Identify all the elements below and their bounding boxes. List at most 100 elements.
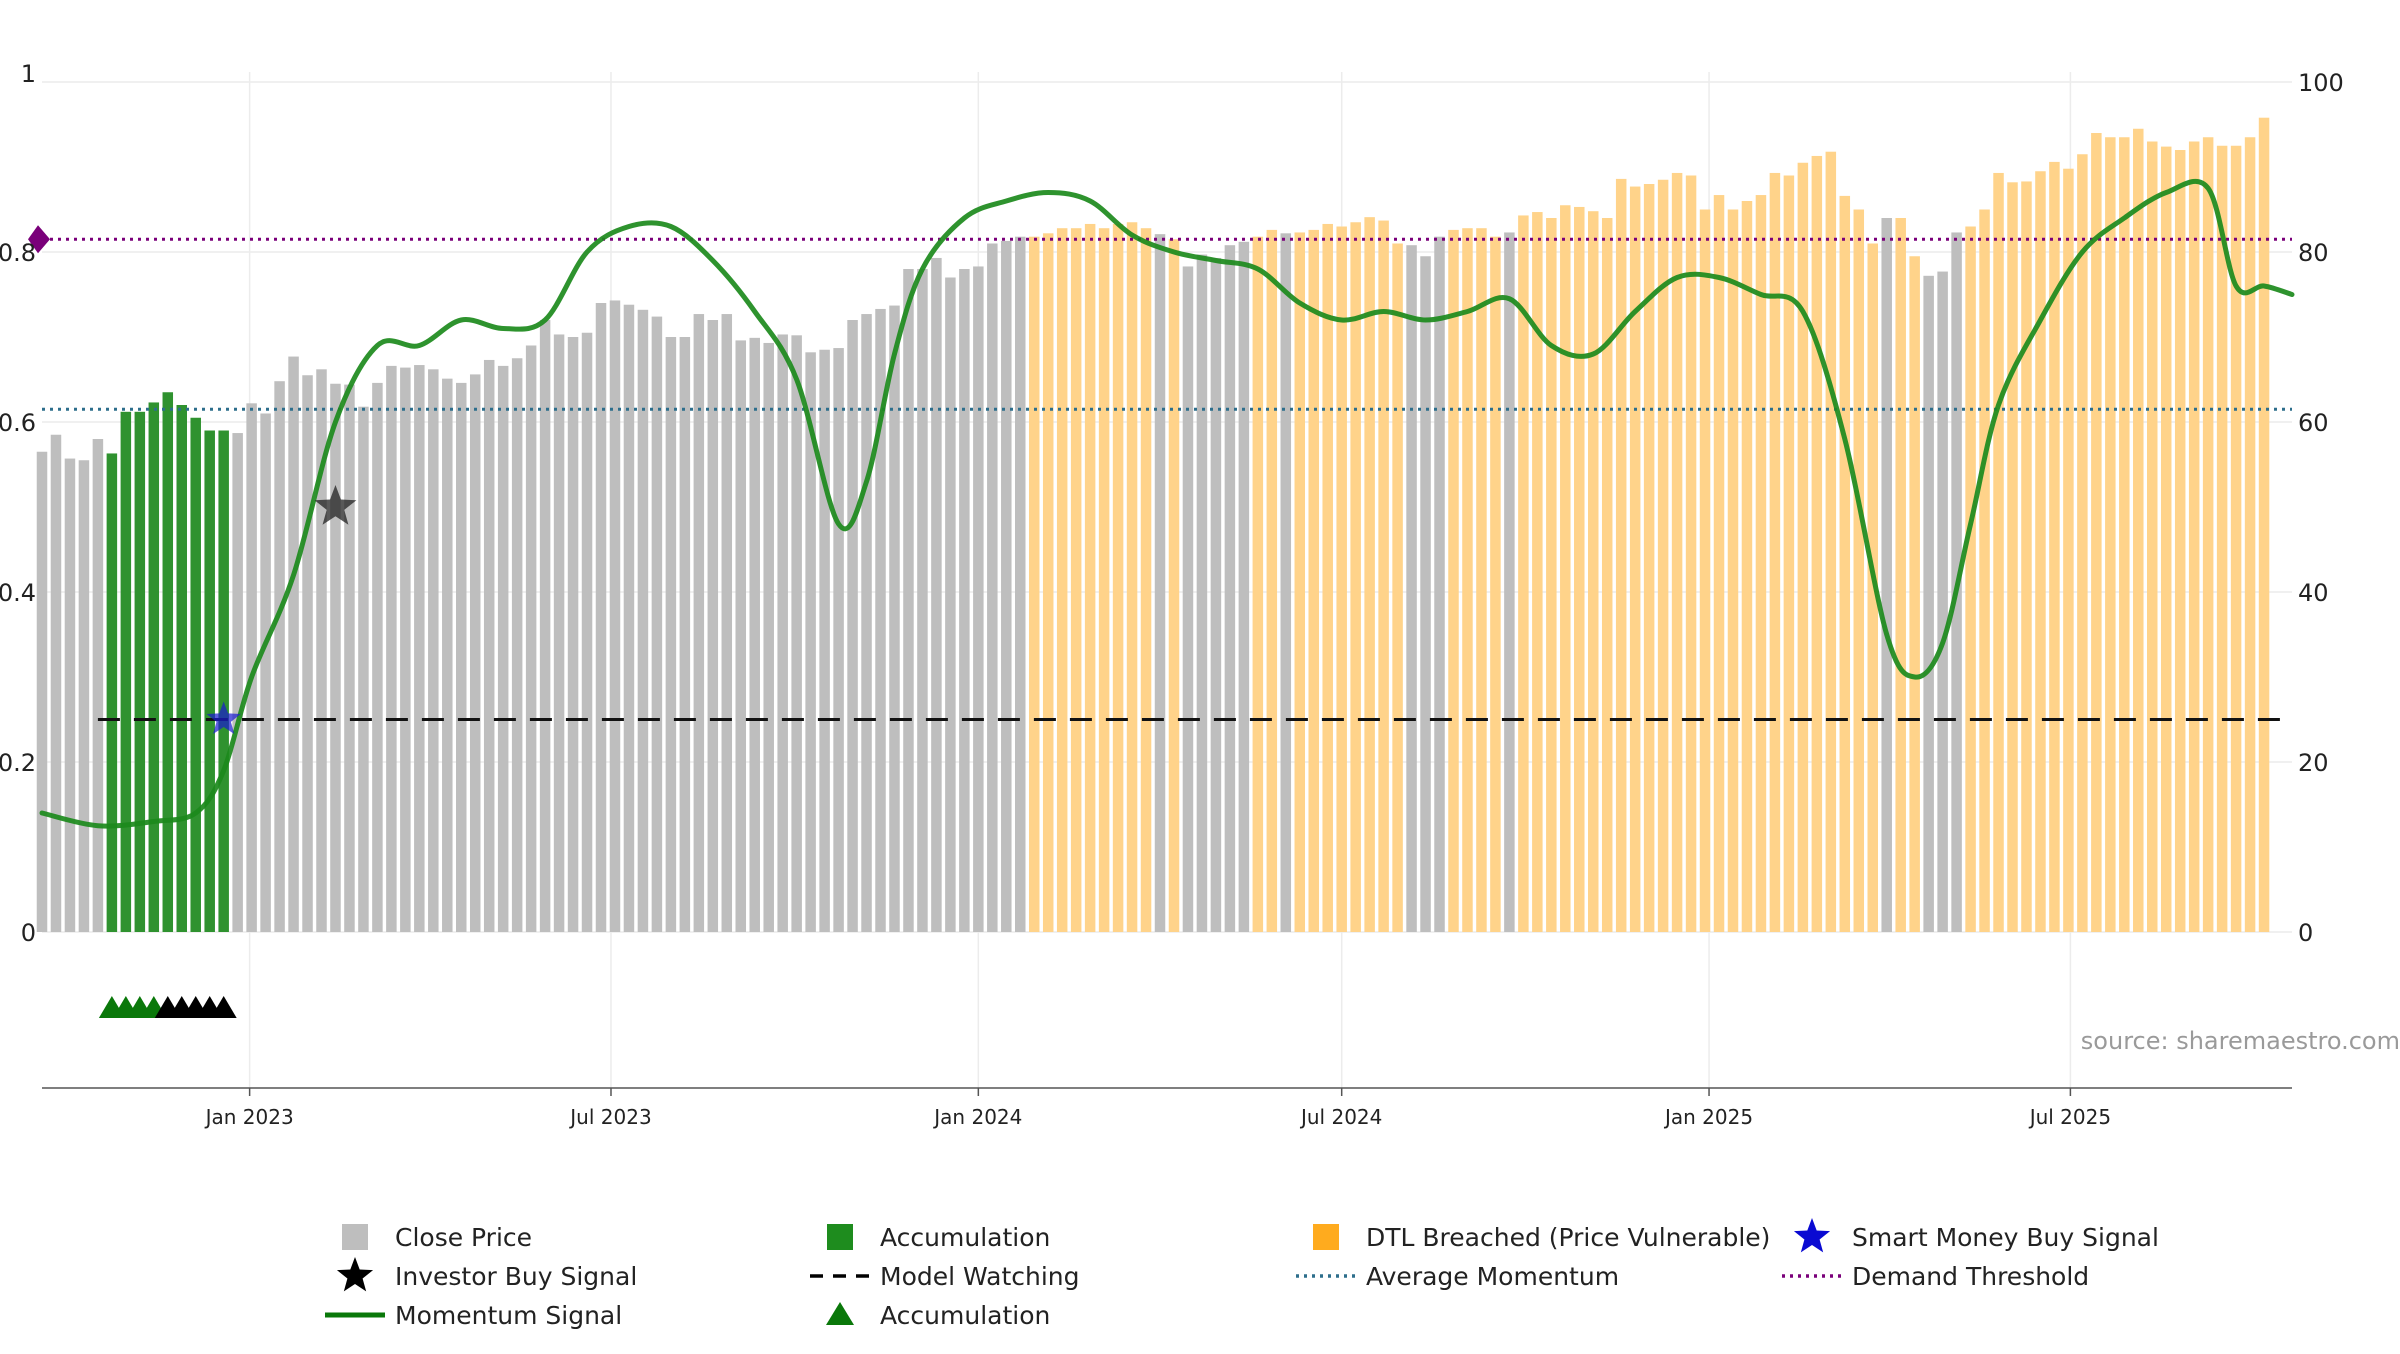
bar-close [861,314,872,932]
bar-dtl [1713,195,1725,933]
bar-accum [148,402,160,932]
bar-accum [204,430,215,932]
bar-dtl [1112,223,1124,932]
bar-close [637,309,649,932]
smart-money-buy-star [206,701,241,735]
reference-lines [28,225,2292,721]
y-left-tick-label: 0 [21,919,36,947]
bar-close [302,375,313,932]
bar-close [469,374,481,932]
bar-close [344,384,355,933]
bar-dtl [2063,168,2074,932]
legend-triangle-icon [826,1302,854,1325]
legend-item: Close Price [342,1223,532,1252]
bar-dtl [1560,205,1571,932]
bar-close [1015,236,1026,932]
bar-close [959,269,970,932]
bar-dtl [1657,179,1669,932]
legend-label: Accumulation [880,1223,1050,1252]
bar-close [288,356,299,932]
bar-dtl [1518,215,1529,932]
bar-close [581,332,593,932]
legend-label: Demand Threshold [1852,1262,2089,1291]
bar-close [553,334,565,932]
x-tick-label: Jan 2023 [204,1105,294,1129]
bar-dtl [2091,133,2102,932]
bar-dtl [2258,117,2270,932]
bar-dtl [1392,243,1403,932]
bar-close [693,314,705,932]
y-left-tick-label: 0.4 [0,579,36,607]
bar-close [400,367,411,933]
bar-dtl [1028,236,1040,932]
y-right-tick-label: 80 [2298,239,2329,267]
bar-close [609,300,621,932]
legend-item: Momentum Signal [325,1301,622,1330]
y-right-tick-label: 20 [2298,749,2329,777]
legend-label: DTL Breached (Price Vulnerable) [1366,1223,1770,1252]
bar-dtl [2174,150,2186,932]
bar-dtl [1308,229,1319,932]
bar-dtl [1266,229,1278,932]
x-tick-label: Jan 2024 [932,1105,1022,1129]
bar-close [64,458,76,932]
bar-dtl [1294,232,1306,932]
legend-label: Close Price [395,1223,532,1252]
bar-dtl [1909,256,1920,932]
bar-dtl [1070,228,1082,932]
bar-close [1196,254,1208,933]
legend-label: Momentum Signal [395,1301,622,1330]
bar-dtl [2007,182,2018,933]
bar-close [567,337,579,932]
legend-item: Average Momentum [1296,1262,1619,1291]
bar-dtl [1126,222,1138,932]
bar-dtl [1699,209,1711,932]
bar-dtl [1979,209,1990,932]
bar-close [721,314,733,932]
bar-dtl [1895,218,1906,932]
bar-dtl [1476,228,1487,932]
legend-label: Average Momentum [1366,1262,1619,1291]
bar-dtl [1532,212,1543,933]
source-label: source: sharemaestro.com [2081,1027,2400,1055]
bar-close [260,413,271,932]
bar-close [749,337,760,933]
bar-close [1210,257,1222,932]
bar-dtl [2133,128,2144,932]
bar-dtl [1574,206,1585,932]
bar-dtl [1685,175,1697,932]
bar-close [1224,245,1236,932]
bar-dtl [1839,195,1851,932]
bar-close [1406,245,1417,932]
bar-close [316,369,327,932]
bar-dtl [2077,154,2088,932]
legend-item: Demand Threshold [1782,1262,2089,1291]
bar-close [1937,271,1948,932]
bar-close [246,403,257,932]
bar-accum [162,392,174,932]
legend-label: Investor Buy Signal [395,1262,637,1291]
demand-threshold-marker [28,225,50,254]
bar-close [1420,256,1431,932]
bar-dtl [2160,146,2172,933]
bar-dtl [1993,172,2004,932]
bar-accum [218,430,229,932]
legend-item: Model Watching [810,1262,1080,1291]
bar-dtl [1811,155,1823,932]
legend-square-icon [342,1224,368,1250]
y-left-tick-label: 0.6 [0,409,36,437]
bar-dtl [2035,171,2046,932]
bar-close [1182,266,1194,932]
bar-close [917,269,928,932]
bar-dtl [1643,184,1655,932]
bar-dtl [2188,141,2200,932]
bar-close [1504,232,1515,932]
bar-close [92,439,104,932]
y-left-tick-label: 1 [21,60,36,88]
bar-close [1923,275,1934,932]
bar-close [805,352,816,932]
price-bars [36,117,2270,933]
bar-dtl [1364,217,1375,932]
bar-close [442,378,453,932]
